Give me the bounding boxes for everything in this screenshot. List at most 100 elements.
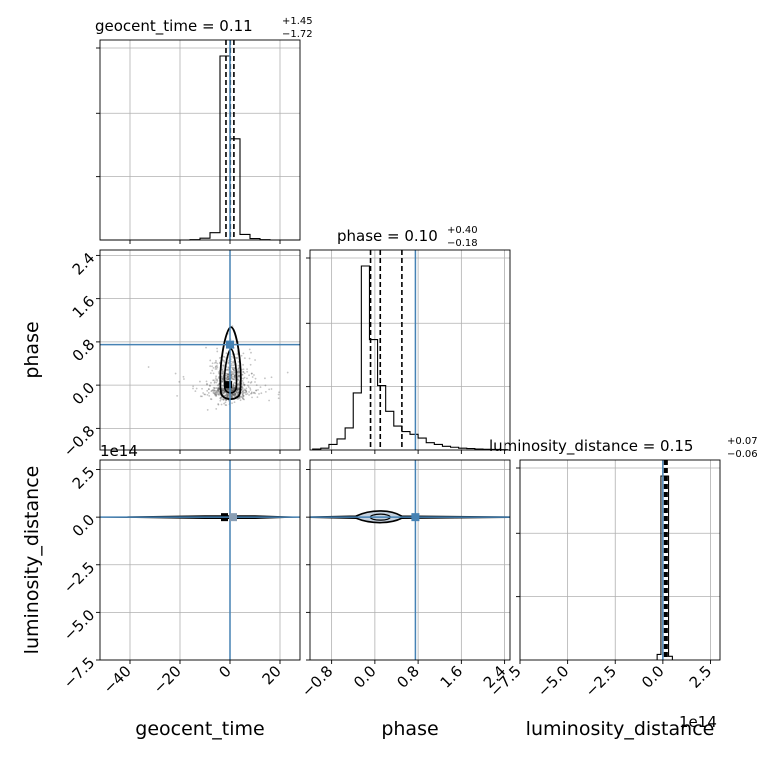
sample-point	[237, 397, 240, 400]
sample-point	[237, 360, 240, 363]
sample-point	[231, 395, 234, 398]
sample-point	[221, 389, 224, 392]
sample-point	[218, 390, 221, 393]
sample-point	[227, 369, 230, 372]
sample-point	[232, 378, 235, 381]
sample-point	[225, 352, 228, 355]
sample-point	[233, 378, 236, 381]
sample-point	[227, 362, 230, 365]
sample-point	[231, 389, 234, 392]
sample-point	[221, 377, 224, 380]
sample-point	[227, 366, 230, 369]
sample-point	[243, 383, 246, 386]
sample-point	[248, 374, 250, 377]
sample-point	[216, 387, 219, 390]
sample-point	[234, 393, 237, 395]
sample-point	[213, 392, 216, 395]
sample-point	[227, 376, 230, 379]
sample-point	[232, 394, 234, 396]
sample-point	[222, 359, 225, 362]
sample-point	[227, 361, 230, 364]
sample-point	[221, 390, 224, 393]
sample-point	[242, 398, 245, 400]
sample-point	[233, 376, 236, 379]
sample-point	[226, 376, 229, 379]
x-tick-label: 0.0	[638, 662, 668, 692]
sample-point	[242, 368, 245, 371]
sample-point	[236, 356, 239, 359]
sample-point	[230, 396, 233, 399]
sample-point	[256, 396, 259, 399]
sample-point	[241, 391, 244, 394]
sample-point	[217, 377, 220, 380]
sample-point	[242, 390, 244, 393]
xlabel-luminosity-distance: luminosity_distance	[526, 718, 715, 740]
sample-point	[178, 380, 181, 383]
sample-point	[233, 387, 236, 390]
sample-point	[217, 393, 219, 396]
sample-point	[227, 393, 230, 396]
sample-point	[208, 384, 211, 387]
sample-point	[224, 391, 226, 394]
sample-point	[213, 387, 216, 389]
sample-point	[201, 387, 203, 390]
sample-point	[212, 386, 215, 389]
sample-point	[218, 388, 221, 390]
sample-point	[222, 376, 224, 379]
sample-point	[233, 386, 235, 389]
sample-point	[253, 374, 255, 376]
sample-point	[232, 383, 234, 386]
sample-point	[231, 371, 234, 373]
sample-point	[242, 394, 245, 397]
sample-point	[214, 377, 217, 380]
sample-point	[209, 398, 212, 400]
sample-point	[225, 393, 228, 396]
sample-point	[231, 389, 233, 392]
sample-point	[214, 393, 217, 396]
sample-point	[248, 394, 250, 396]
sample-point	[202, 392, 205, 394]
sample-point	[218, 392, 220, 395]
sample-point	[230, 370, 233, 372]
sample-point	[221, 388, 224, 390]
panel-frame	[99, 249, 301, 451]
sample-point	[231, 387, 234, 389]
sample-point	[241, 386, 243, 389]
offset-text-x: 1e14	[679, 713, 717, 731]
sample-point	[227, 378, 230, 381]
sample-point	[219, 396, 222, 399]
sample-point	[226, 392, 229, 395]
sample-point	[215, 367, 218, 370]
y-tick-label: 0.0	[69, 511, 99, 541]
sample-point	[218, 362, 221, 365]
x-tick-label: 1.6	[437, 662, 467, 692]
sample-point	[233, 369, 236, 372]
sample-point	[227, 373, 230, 376]
sample-point	[237, 368, 240, 370]
sample-point	[221, 380, 224, 383]
sample-point	[232, 364, 235, 367]
sample-point	[245, 390, 247, 392]
title-luminosity-distance-plus: +0.07	[727, 436, 758, 447]
contour-outer	[219, 326, 242, 401]
sample-point	[243, 398, 245, 401]
sample-point	[252, 392, 255, 394]
sample-point	[236, 388, 239, 391]
sample-point	[253, 391, 256, 394]
sample-point	[236, 371, 239, 373]
sample-point	[212, 391, 215, 394]
sample-point	[225, 399, 228, 402]
sample-point	[226, 388, 229, 391]
sample-point	[243, 372, 246, 375]
sample-point	[231, 389, 234, 392]
sample-point	[231, 388, 234, 391]
sample-point	[209, 372, 212, 375]
sample-point	[216, 362, 219, 365]
sample-point	[237, 367, 240, 370]
sample-point	[237, 387, 240, 390]
sample-point	[238, 379, 241, 382]
sample-point	[232, 366, 235, 369]
sample-point	[182, 375, 185, 378]
sample-point	[248, 357, 251, 360]
sample-point	[233, 395, 236, 398]
